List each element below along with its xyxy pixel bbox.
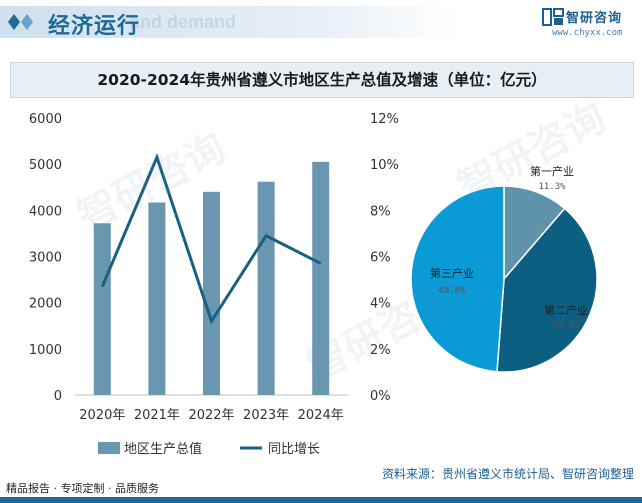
legend-swatch-gdp: [98, 442, 120, 454]
y-axis-right-tick-label: 8%: [370, 204, 391, 219]
bar-gdp: [312, 161, 330, 395]
y-axis-left-tick-label: 3000: [29, 251, 62, 266]
x-axis-tick-label: 2020年: [79, 408, 125, 423]
pie-slice-value: 48.8%: [438, 286, 466, 296]
pie-slice: [410, 185, 505, 373]
header-ghost-text: and demand: [130, 12, 237, 32]
pie-slice: [503, 185, 566, 282]
footer-line: [0, 497, 642, 503]
data-source: 资料来源：贵州省遵义市统计局、智研咨询整理: [381, 467, 634, 481]
y-axis-left-tick-label: 6000: [29, 112, 62, 127]
bar-gdp: [203, 191, 220, 395]
y-axis-right-tick-label: 2%: [370, 343, 391, 358]
y-axis-right-tick-label: 12%: [370, 112, 399, 127]
brand-name: 智研咨询: [566, 11, 623, 26]
bar-gdp: [93, 223, 111, 395]
header-banner: [0, 6, 460, 38]
brand-logo: 智研咨询 www.chyxx.com: [542, 6, 632, 42]
brand-url: www.chyxx.com: [552, 28, 623, 38]
y-axis-left-tick-label: 2000: [29, 297, 62, 312]
pie-slice-label: 第二产业: [544, 303, 588, 317]
pie-slice-value: 39.9%: [552, 321, 580, 331]
y-axis-left-tick-label: 1000: [29, 343, 62, 358]
y-axis-right-tick-label: 0%: [370, 389, 391, 404]
chart-title: 2020-2024年贵州省遵义市地区生产总值及增速（单位：亿元）: [97, 71, 547, 89]
chart-area: 0 1000 2000 3000 4000 5000 6000 0% 2% 4% 6% 8% 10% 12…: [29, 112, 598, 457]
x-axis-tick-label: 2023年: [243, 408, 289, 423]
pie-slice-label: 第一产业: [530, 164, 574, 178]
chart-title-box: 2020-2024年贵州省遵义市地区生产总值及增速（单位：亿元）: [10, 62, 634, 98]
y-axis-left-tick-label: 5000: [29, 158, 62, 173]
footer-tagline: 精品报告 · 专项定制 · 品质服务: [6, 482, 159, 495]
pie-slice: [496, 207, 598, 373]
diamond-icon: [8, 14, 33, 30]
y-axis-left-tick-label: 0: [54, 389, 62, 404]
legend-label-gdp: 地区生产总值: [124, 441, 202, 457]
section-header: 经济运行 and demand 智研咨询 www.chyxx.com: [0, 0, 642, 44]
x-axis-tick-label: 2021年: [134, 408, 180, 423]
section-title: 经济运行: [48, 14, 141, 39]
legend-label-growth: 同比增长: [268, 442, 320, 457]
pie-slice-value: 11.3%: [538, 182, 566, 192]
bar-gdp: [257, 181, 275, 395]
x-axis-tick-label: 2022年: [188, 408, 234, 423]
y-axis-right-tick-label: 6%: [370, 251, 391, 266]
pie-slice-label: 第三产业: [430, 266, 474, 280]
y-axis-right-tick-label: 10%: [370, 158, 399, 173]
bar-gdp: [148, 202, 166, 395]
y-axis-left-tick-label: 4000: [29, 204, 62, 219]
brand-mark-icon: [542, 8, 564, 26]
y-axis-right-tick-label: 4%: [370, 297, 391, 312]
x-axis-tick-label: 2024年: [298, 408, 344, 423]
footer: 精品报告 · 专项定制 · 品质服务 资料来源：贵州省遵义市统计局、智研咨询整理: [0, 467, 642, 503]
